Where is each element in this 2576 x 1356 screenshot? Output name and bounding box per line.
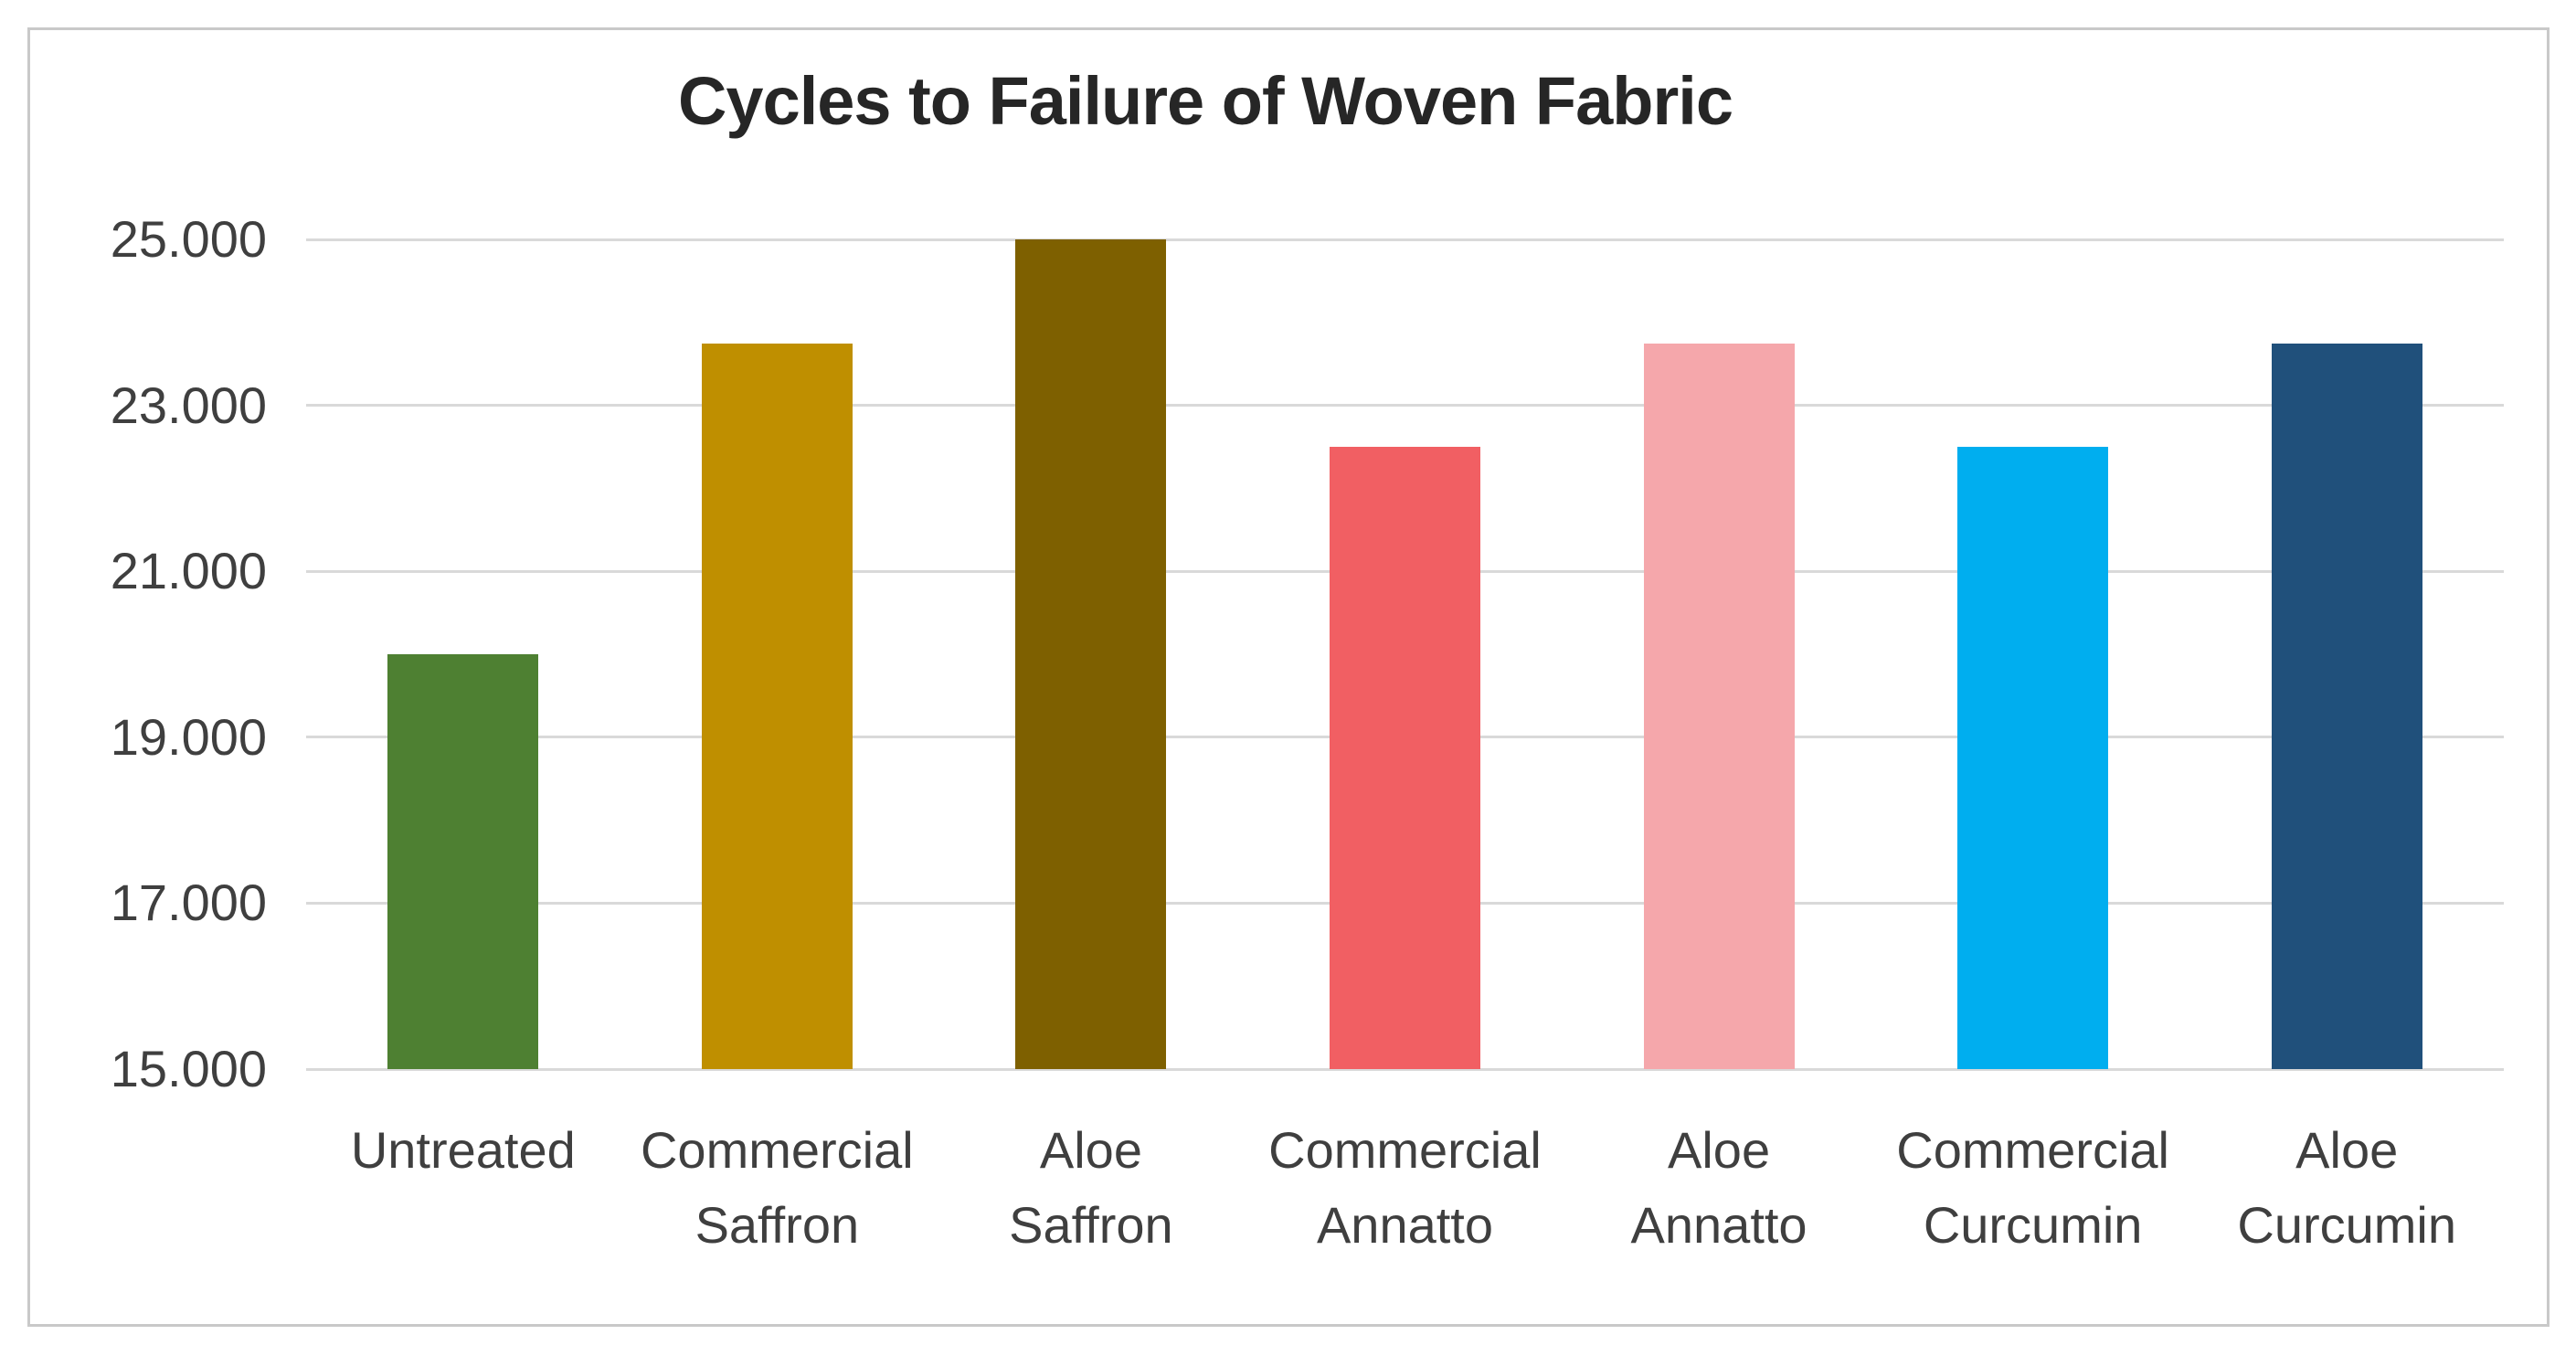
bar-commercial-saffron — [701, 343, 853, 1069]
bar-untreated — [387, 654, 539, 1069]
x-label-line: Saffron — [694, 1196, 860, 1254]
x-label-untreated: Untreated — [306, 1113, 620, 1188]
x-label-line: Aloe — [1668, 1121, 1771, 1179]
bar-commercial-annatto — [1330, 447, 1480, 1069]
bar-commercial-curcumin — [1957, 447, 2109, 1069]
x-label-line: Curcumin — [2237, 1196, 2457, 1254]
x-label-aloe-annatto: Aloe Annatto — [1562, 1113, 1876, 1263]
y-tick-label-23-000: 23.000 — [110, 376, 267, 434]
x-label-line: Commercial — [1268, 1121, 1542, 1179]
x-label-line: Saffron — [1009, 1196, 1173, 1254]
y-tick-label-15-000: 15.000 — [110, 1040, 267, 1097]
x-label-line: Commercial — [1896, 1121, 2169, 1179]
y-tick-label-25-000: 25.000 — [110, 210, 267, 268]
bar-aloe-saffron — [1015, 239, 1167, 1069]
chart-frame — [27, 27, 2549, 1327]
plot-area — [306, 238, 2504, 1071]
gridline-25-000 — [306, 238, 2504, 241]
x-label-line: Aloe — [2295, 1121, 2399, 1179]
x-label-commercial-saffron: Commercial Saffron — [620, 1113, 935, 1263]
y-tick-label-19-000: 19.000 — [110, 707, 267, 766]
x-label-commercial-annatto: Commercial Annatto — [1248, 1113, 1563, 1263]
bar-aloe-curcumin — [2271, 343, 2422, 1069]
gridline-23-000 — [306, 404, 2504, 408]
x-label-line: Commercial — [640, 1121, 914, 1179]
x-label-line: Aloe — [1039, 1121, 1142, 1179]
bar-aloe-annatto — [1643, 343, 1795, 1069]
x-label-commercial-curcumin: Commercial Curcumin — [1876, 1113, 2190, 1263]
x-label-line: Untreated — [350, 1121, 576, 1179]
gridline-15-000 — [306, 1067, 2504, 1071]
chart-title: Cycles to Failure of Woven Fabric — [677, 63, 1733, 139]
x-label-aloe-curcumin: Aloe Curcumin — [2189, 1113, 2504, 1263]
y-tick-label-21-000: 21.000 — [110, 542, 267, 600]
x-label-line: Curcumin — [1923, 1196, 2143, 1254]
x-label-line: Annatto — [1316, 1196, 1493, 1254]
y-tick-label-17-000: 17.000 — [110, 874, 267, 932]
x-label-line: Annatto — [1630, 1196, 1807, 1254]
x-label-aloe-saffron: Aloe Saffron — [934, 1113, 1248, 1263]
